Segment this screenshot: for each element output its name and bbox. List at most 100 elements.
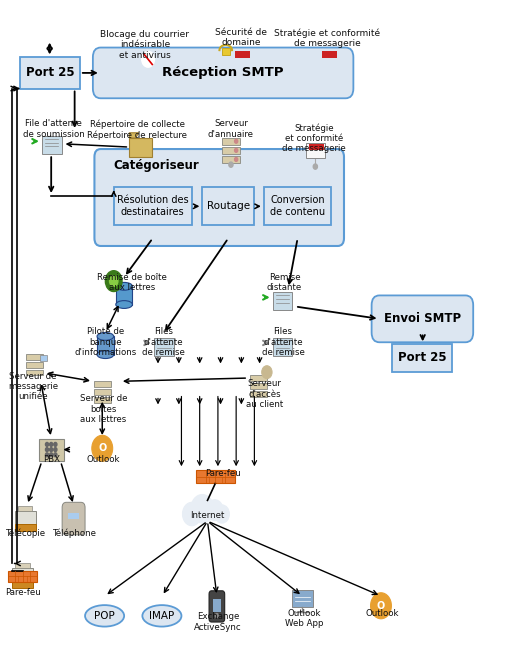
FancyBboxPatch shape (250, 376, 267, 381)
Text: Envoi SMTP: Envoi SMTP (384, 312, 461, 325)
FancyBboxPatch shape (68, 512, 79, 519)
Polygon shape (129, 133, 139, 138)
Circle shape (54, 443, 57, 447)
FancyBboxPatch shape (40, 355, 47, 361)
FancyBboxPatch shape (264, 187, 331, 225)
Text: Outlook: Outlook (365, 609, 399, 618)
Text: Télécopie: Télécopie (6, 529, 46, 539)
Text: Serveur de
messagerie
unifiée: Serveur de messagerie unifiée (8, 372, 58, 402)
Text: Serveur
d'annuaire: Serveur d'annuaire (208, 119, 254, 138)
FancyBboxPatch shape (203, 187, 255, 225)
Text: PBX: PBX (43, 455, 59, 464)
FancyBboxPatch shape (196, 471, 235, 483)
Text: Pare-feu: Pare-feu (5, 587, 41, 597)
Circle shape (45, 448, 48, 452)
Text: Réception SMTP: Réception SMTP (163, 67, 284, 80)
Text: Outlook: Outlook (87, 455, 120, 464)
FancyBboxPatch shape (26, 354, 43, 360)
Text: Résolution des
destinataires: Résolution des destinataires (117, 196, 189, 217)
Circle shape (239, 65, 244, 70)
Circle shape (105, 271, 122, 291)
Ellipse shape (116, 282, 133, 290)
Circle shape (229, 162, 233, 168)
Text: Stratégie
et conformité
de messagerie: Stratégie et conformité de messagerie (282, 123, 346, 153)
FancyBboxPatch shape (116, 286, 133, 304)
Circle shape (183, 502, 201, 526)
FancyBboxPatch shape (12, 568, 33, 582)
FancyBboxPatch shape (129, 138, 152, 158)
Circle shape (49, 453, 53, 457)
Circle shape (371, 593, 391, 619)
Text: Stratégie et conformité
de messagerie: Stratégie et conformité de messagerie (274, 28, 380, 48)
FancyBboxPatch shape (319, 50, 338, 66)
Circle shape (54, 453, 57, 457)
FancyBboxPatch shape (62, 502, 85, 535)
Text: Serveur de
boîtes
aux lettres: Serveur de boîtes aux lettres (79, 394, 127, 424)
FancyBboxPatch shape (232, 50, 251, 66)
Text: Files
d'attente
de remise: Files d'attente de remise (142, 327, 185, 357)
Text: Pare-feu: Pare-feu (205, 469, 241, 478)
Text: Sécurité de
domaine: Sécurité de domaine (215, 28, 267, 48)
Text: Répertoire de collecte
Répertoire de relecture: Répertoire de collecte Répertoire de rel… (87, 119, 187, 140)
FancyBboxPatch shape (12, 581, 33, 587)
FancyBboxPatch shape (26, 370, 43, 376)
Circle shape (326, 65, 330, 70)
Text: Outlook
Web App: Outlook Web App (285, 609, 323, 629)
FancyBboxPatch shape (154, 338, 174, 356)
Circle shape (206, 499, 223, 520)
FancyBboxPatch shape (250, 383, 267, 389)
FancyBboxPatch shape (209, 591, 225, 622)
Circle shape (109, 276, 118, 286)
Circle shape (215, 505, 229, 523)
FancyBboxPatch shape (213, 599, 220, 612)
FancyBboxPatch shape (42, 136, 62, 155)
Text: Téléphone: Téléphone (53, 529, 97, 539)
Text: POP: POP (94, 611, 115, 621)
FancyBboxPatch shape (26, 362, 43, 368)
FancyBboxPatch shape (95, 149, 344, 246)
Ellipse shape (97, 351, 114, 359)
Text: Remise
distante: Remise distante (267, 273, 302, 292)
Text: Port 25: Port 25 (398, 351, 447, 364)
FancyBboxPatch shape (114, 187, 192, 225)
Circle shape (191, 494, 214, 523)
FancyBboxPatch shape (371, 295, 473, 342)
Text: Blocage du courrier
indésirable
et antivirus: Blocage du courrier indésirable et antiv… (100, 30, 189, 60)
Text: O: O (98, 443, 106, 453)
Circle shape (235, 149, 238, 153)
FancyBboxPatch shape (392, 344, 452, 372)
FancyBboxPatch shape (272, 338, 292, 356)
FancyBboxPatch shape (20, 57, 80, 89)
FancyBboxPatch shape (221, 147, 240, 155)
FancyBboxPatch shape (322, 52, 337, 58)
Text: Internet: Internet (190, 511, 225, 520)
Text: Routage: Routage (207, 201, 250, 211)
FancyBboxPatch shape (93, 48, 353, 98)
FancyBboxPatch shape (94, 397, 110, 403)
FancyBboxPatch shape (39, 439, 64, 462)
FancyBboxPatch shape (292, 590, 313, 607)
Circle shape (142, 52, 154, 67)
Text: Port 25: Port 25 (26, 67, 74, 80)
FancyBboxPatch shape (221, 156, 240, 164)
FancyBboxPatch shape (221, 48, 230, 55)
FancyBboxPatch shape (94, 389, 110, 395)
FancyBboxPatch shape (235, 52, 250, 58)
Text: O: O (377, 600, 385, 611)
Text: Exchange
ActiveSync: Exchange ActiveSync (194, 612, 242, 632)
Text: Pilote de
banque
d'informations: Pilote de banque d'informations (75, 327, 137, 357)
Circle shape (143, 65, 147, 70)
Text: Conversion
de contenu: Conversion de contenu (270, 196, 325, 217)
Text: File d'attente
de soumission: File d'attente de soumission (23, 119, 85, 138)
Circle shape (49, 448, 53, 452)
FancyBboxPatch shape (8, 570, 37, 582)
Text: IMAP: IMAP (149, 611, 175, 621)
Circle shape (54, 448, 57, 452)
Circle shape (313, 164, 317, 170)
FancyBboxPatch shape (97, 336, 114, 355)
FancyBboxPatch shape (15, 563, 30, 568)
Ellipse shape (143, 605, 181, 627)
FancyBboxPatch shape (306, 143, 325, 158)
Ellipse shape (97, 333, 114, 340)
Text: Files
d'attente
de remise: Files d'attente de remise (261, 327, 305, 357)
